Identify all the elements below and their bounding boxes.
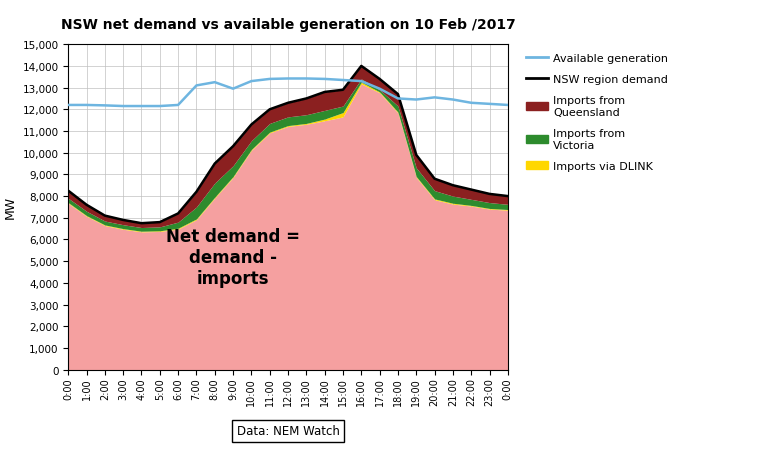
Y-axis label: MW: MW <box>4 196 17 219</box>
Text: Net demand =
demand -
imports: Net demand = demand - imports <box>166 227 300 287</box>
Text: NSW net demand vs available generation on 10 Feb /2017: NSW net demand vs available generation o… <box>61 18 515 32</box>
Legend: Available generation, NSW region demand, Imports from
Queensland, Imports from
V: Available generation, NSW region demand,… <box>522 51 672 175</box>
Text: Data: NEM Watch: Data: NEM Watch <box>236 424 340 437</box>
